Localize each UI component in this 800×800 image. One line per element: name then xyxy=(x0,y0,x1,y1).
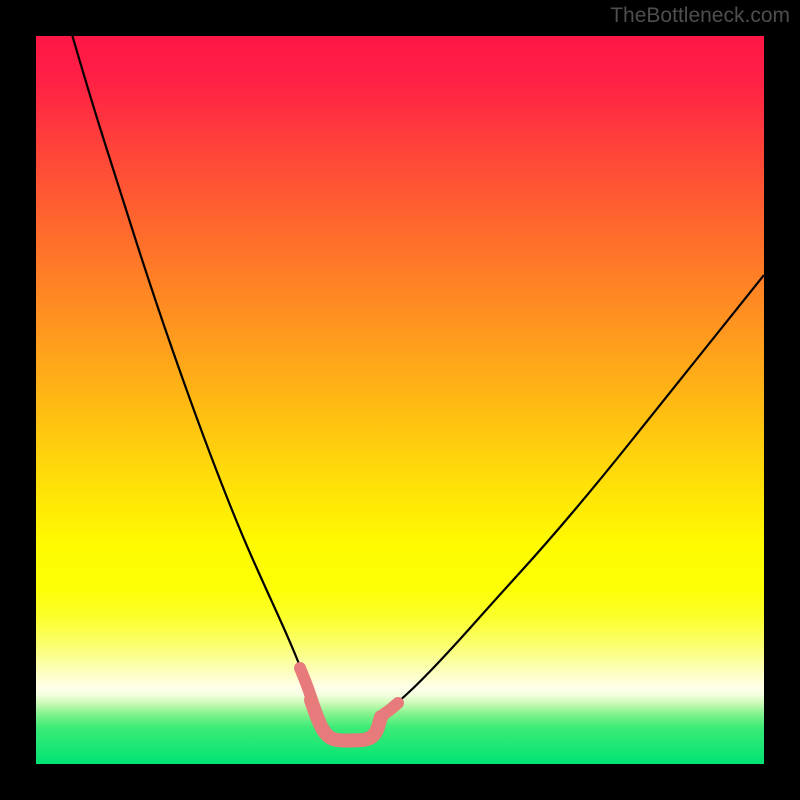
chart-container: TheBottleneck.com xyxy=(0,0,800,800)
bottleneck-curve-chart xyxy=(0,0,800,800)
plot-background-gradient xyxy=(36,36,764,764)
watermark-text: TheBottleneck.com xyxy=(610,4,790,28)
